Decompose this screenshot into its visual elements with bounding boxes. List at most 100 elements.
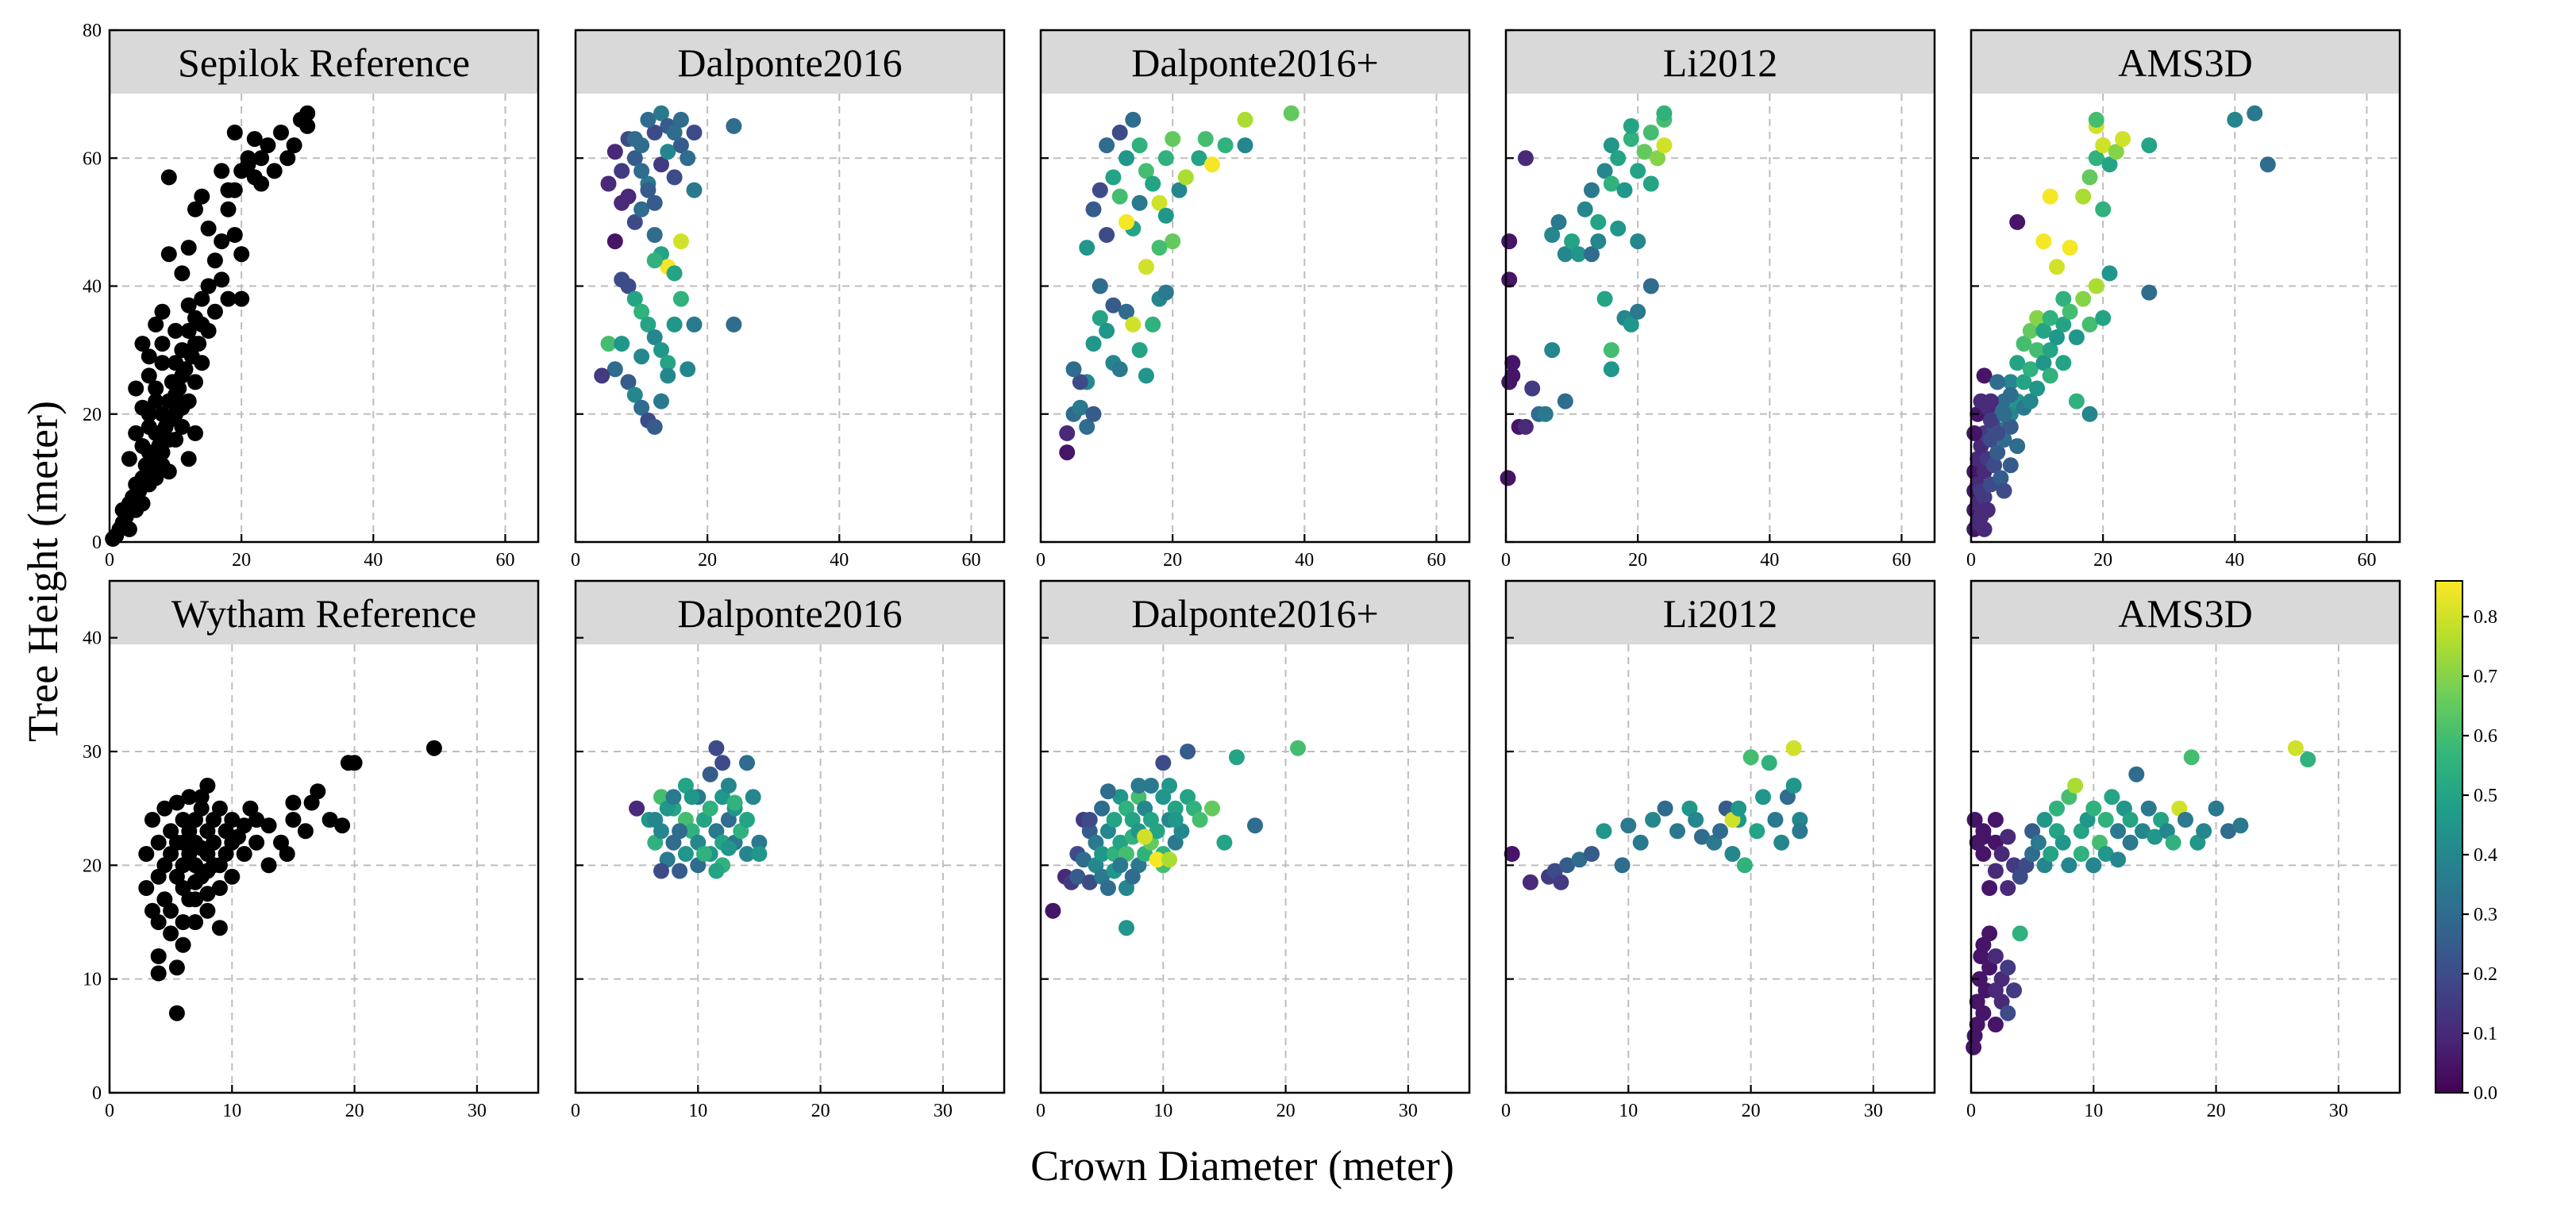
- data-point: [702, 800, 718, 817]
- data-point: [1976, 489, 1993, 506]
- data-point: [1749, 823, 1765, 840]
- data-point: [1630, 303, 1646, 320]
- data-point: [1092, 309, 1108, 326]
- data-point: [1171, 182, 1188, 198]
- data-point: [626, 131, 643, 148]
- data-point: [168, 794, 185, 811]
- data-point: [1517, 418, 1534, 435]
- data-point: [199, 902, 216, 919]
- y-tick-label: 0: [92, 1083, 102, 1104]
- data-point: [2227, 111, 2243, 128]
- data-point: [1650, 150, 1666, 167]
- data-point: [1517, 150, 1534, 167]
- x-tick-label: 40: [830, 550, 849, 571]
- data-point: [1099, 137, 1115, 154]
- data-point: [180, 451, 197, 467]
- data-point: [686, 316, 703, 333]
- data-point: [2196, 823, 2212, 840]
- data-point: [2101, 265, 2118, 282]
- data-point: [2002, 457, 2019, 474]
- data-point: [2036, 812, 2053, 828]
- data-point: [1059, 425, 1076, 441]
- data-point: [1085, 336, 1102, 352]
- data-point: [2177, 812, 2193, 828]
- data-point: [1645, 812, 1662, 828]
- data-point: [193, 800, 210, 817]
- data-point: [1731, 800, 1747, 817]
- x-tick-label: 10: [1619, 1101, 1638, 1121]
- data-point: [640, 316, 657, 333]
- x-tick-label: 0: [1966, 550, 1976, 571]
- data-point: [1069, 868, 1086, 885]
- data-point: [666, 265, 683, 282]
- data-point: [1124, 868, 1141, 885]
- data-point: [739, 846, 755, 862]
- data-point: [154, 355, 171, 371]
- y-tick-label: 80: [83, 21, 102, 41]
- data-point: [1125, 111, 1142, 128]
- data-point: [214, 271, 230, 288]
- data-point: [653, 105, 669, 121]
- data-point: [1623, 316, 1639, 333]
- data-point: [1557, 246, 1573, 263]
- data-point: [199, 778, 216, 794]
- data-point: [334, 817, 351, 834]
- x-tick-label: 40: [364, 550, 383, 571]
- data-point: [2022, 393, 2039, 409]
- data-point: [174, 265, 191, 282]
- data-point: [2055, 355, 2072, 371]
- data-point: [1989, 425, 2006, 441]
- data-point: [2147, 828, 2163, 845]
- data-point: [2000, 880, 2016, 896]
- data-point: [1149, 852, 1165, 868]
- data-point: [2075, 290, 2092, 307]
- data-point: [200, 220, 217, 236]
- data-point: [1603, 342, 1619, 359]
- data-point: [1167, 800, 1184, 817]
- data-point: [1636, 144, 1653, 160]
- panel-1-2: Dalponte2016 0 20 40 60: [571, 29, 1006, 571]
- data-point: [677, 846, 694, 862]
- data-point: [180, 297, 197, 313]
- data-point: [214, 233, 230, 250]
- data-point: [168, 834, 185, 851]
- data-point: [1623, 131, 1639, 148]
- data-point: [633, 163, 650, 179]
- data-point: [1610, 220, 1627, 236]
- data-point: [2022, 361, 2039, 378]
- data-point: [141, 367, 157, 384]
- data-point: [1610, 150, 1627, 167]
- data-point: [194, 355, 210, 371]
- data-point: [141, 418, 157, 435]
- colorbar-tick-label: 0.5: [2474, 786, 2497, 806]
- data-point: [626, 213, 643, 230]
- data-point: [206, 834, 222, 851]
- data-point: [138, 880, 155, 896]
- data-point: [1792, 812, 1808, 828]
- data-point: [246, 131, 263, 148]
- data-point: [646, 227, 663, 243]
- data-point: [187, 874, 203, 890]
- data-point: [1151, 194, 1168, 211]
- data-point: [606, 361, 623, 378]
- data-point: [279, 846, 295, 862]
- data-point: [1590, 233, 1607, 250]
- data-point: [167, 386, 184, 403]
- x-tick-label: 40: [1760, 550, 1779, 571]
- colorbar-tick-label: 0.6: [2474, 726, 2497, 747]
- data-point: [653, 393, 669, 409]
- data-point: [167, 322, 184, 339]
- panel-title: Dalponte2016: [677, 40, 902, 85]
- x-tick-label: 10: [222, 1101, 241, 1121]
- data-point: [1076, 852, 1092, 868]
- x-tick-label: 20: [345, 1101, 364, 1121]
- data-point: [1975, 846, 1992, 862]
- data-point: [2030, 834, 2047, 851]
- data-point: [226, 227, 243, 243]
- data-point: [1119, 150, 1134, 167]
- panel-title-box: [1041, 30, 1469, 94]
- data-point: [2035, 233, 2052, 250]
- data-point: [672, 823, 688, 840]
- x-tick-label: 0: [571, 1101, 580, 1121]
- data-point: [1996, 482, 2012, 499]
